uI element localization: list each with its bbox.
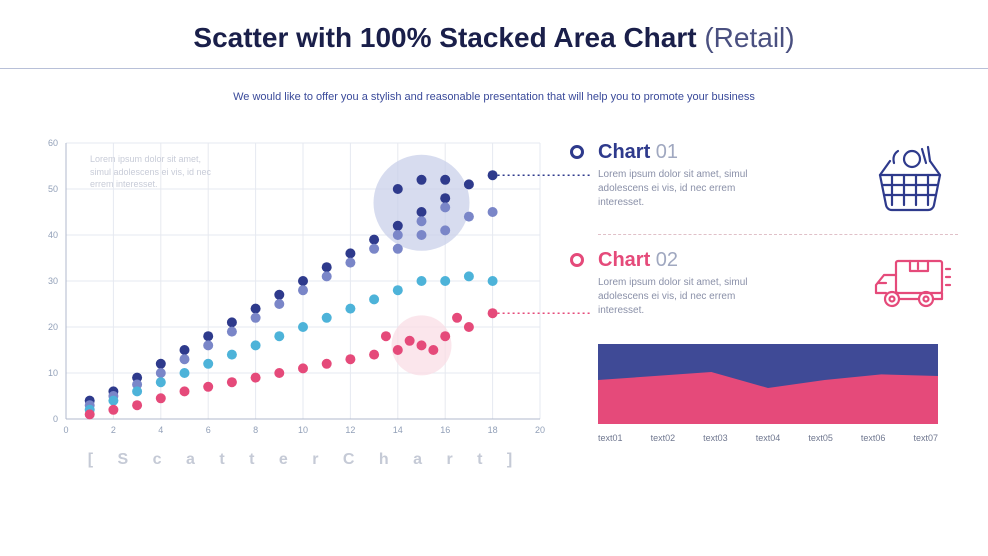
info-card: Chart 01 Lorem ipsum dolor sit amet, sim… [570,141,958,220]
svg-text:0: 0 [63,425,68,435]
svg-text:6: 6 [206,425,211,435]
card-desc: Lorem ipsum dolor sit amet, simul adoles… [598,168,778,210]
stacked-area-chart: text01 text02 text03 text04 text05 text06 text… [598,344,958,443]
svg-text:60: 60 [48,138,58,148]
area-x-label: text02 [651,433,676,443]
area-x-label: text05 [808,433,833,443]
scatter-chart-label: [ S c a t t e r C h a r t ] [60,451,550,469]
area-x-labels: text01 text02 text03 text04 text05 text06 text… [598,433,938,443]
basket-icon [868,141,958,220]
card-desc: Lorem ipsum dolor sit amet, simul adoles… [598,276,778,318]
title-paren: (Retail) [704,22,794,53]
subtitle: We would like to offer you a stylish and… [0,91,988,103]
card-title: Chart 01 [598,141,854,164]
card-marker-icon [570,253,584,267]
card-marker-icon [570,145,584,159]
svg-text:10: 10 [298,425,308,435]
info-card: Chart 02 Lorem ipsum dolor sit amet, sim… [570,249,958,324]
content: 0 2 4 6 8 10 12 14 16 18 20 0 10 20 30 40 50 60 Lorem ips… [0,103,988,469]
svg-text:14: 14 [393,425,403,435]
area-x-label: text07 [913,433,938,443]
svg-text:8: 8 [253,425,258,435]
truck-icon [868,249,958,324]
header: Scatter with 100% Stacked Area Chart (Re… [0,0,988,69]
svg-text:16: 16 [440,425,450,435]
svg-text:2: 2 [111,425,116,435]
area-x-label: text01 [598,433,623,443]
title-main: Scatter with 100% Stacked Area Chart [193,22,704,53]
svg-text:4: 4 [158,425,163,435]
svg-text:10: 10 [48,368,58,378]
area-x-label: text04 [756,433,781,443]
svg-text:40: 40 [48,230,58,240]
card-title: Chart 02 [598,249,854,272]
area-x-label: text03 [703,433,728,443]
scatter-chart-container: 0 2 4 6 8 10 12 14 16 18 20 0 10 20 30 40 50 60 Lorem ips… [30,133,550,469]
right-panel: Chart 01 Lorem ipsum dolor sit amet, sim… [570,133,958,469]
card-divider [598,234,958,235]
chart-overlay-text: Lorem ipsum dolor sit amet, simul adoles… [90,153,220,191]
svg-text:20: 20 [535,425,545,435]
svg-text:0: 0 [53,414,58,424]
svg-text:50: 50 [48,184,58,194]
area-x-label: text06 [861,433,886,443]
svg-text:30: 30 [48,276,58,286]
svg-text:18: 18 [488,425,498,435]
svg-text:20: 20 [48,322,58,332]
svg-text:12: 12 [345,425,355,435]
